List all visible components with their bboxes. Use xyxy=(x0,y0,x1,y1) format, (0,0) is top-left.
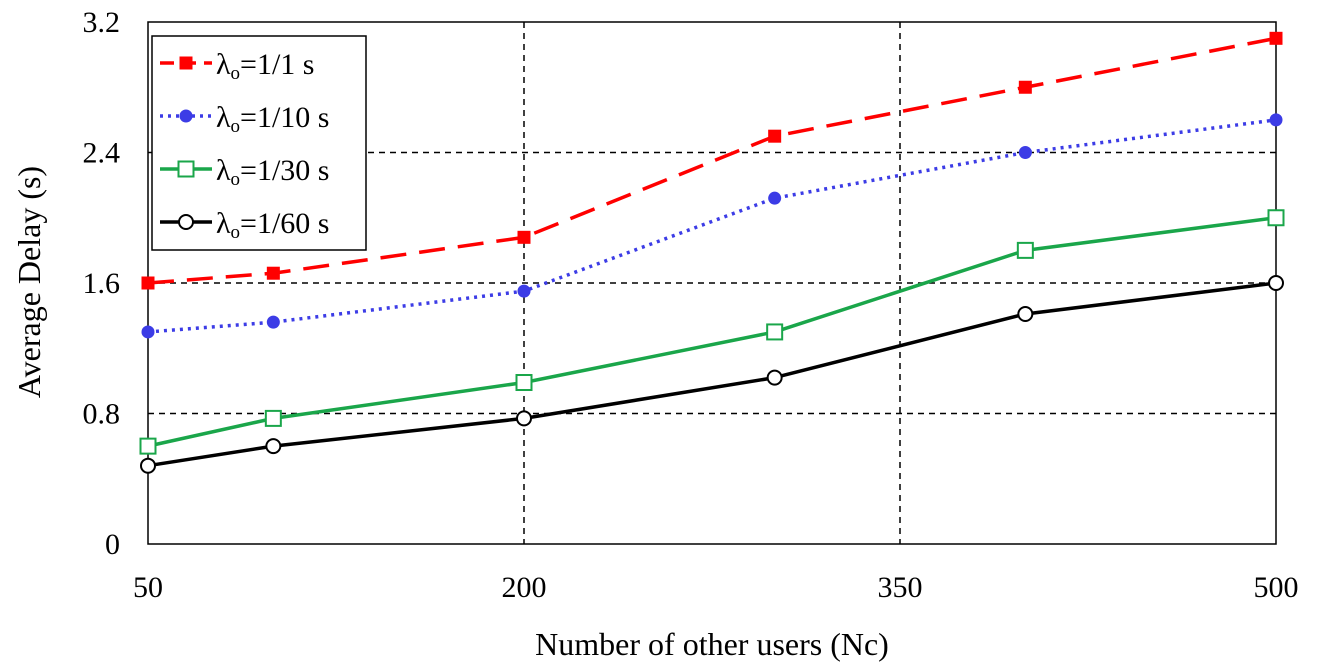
data-point xyxy=(1269,113,1283,127)
data-point xyxy=(517,284,531,298)
data-point xyxy=(1269,31,1283,45)
series-layer xyxy=(139,31,1285,474)
legend-item: λo=1/30 s xyxy=(160,154,329,190)
data-point xyxy=(766,323,784,341)
legend-label: λo=1/60 s xyxy=(216,207,329,243)
legend-label: λo=1/1 s xyxy=(216,48,314,84)
data-point xyxy=(265,438,282,455)
series-4 xyxy=(140,275,1284,474)
data-point xyxy=(517,230,531,244)
legend-item: λo=1/60 s xyxy=(160,207,329,243)
legend-marker xyxy=(177,160,195,178)
y-axis-ticks: 0 0.8 1.6 2.4 3.2 xyxy=(83,6,121,561)
data-point xyxy=(141,325,155,339)
data-point xyxy=(516,410,532,427)
series-line xyxy=(147,118,1277,334)
series-line xyxy=(147,36,1277,285)
y-tick-label: 0.8 xyxy=(83,398,121,431)
legend-label: λo=1/10 s xyxy=(216,101,329,137)
y-tick-label: 0 xyxy=(105,528,120,561)
y-axis-label: Average Delay (s) xyxy=(11,166,47,398)
legend-item: λo=1/10 s xyxy=(160,101,329,137)
data-point xyxy=(141,276,155,290)
data-point xyxy=(1017,305,1034,322)
y-tick-label: 2.4 xyxy=(83,137,121,170)
x-axis-ticks: 50 200 350 500 xyxy=(133,571,1299,604)
data-point xyxy=(515,374,533,392)
data-point xyxy=(1268,275,1284,291)
data-point xyxy=(266,266,280,280)
legend-marker xyxy=(179,109,193,123)
series-line xyxy=(147,216,1277,448)
data-point xyxy=(1018,80,1032,94)
data-point xyxy=(768,129,782,143)
legend: λo=1/1 s λo=1/10 s λo=1/30 s λo=1/60 s xyxy=(151,35,367,251)
x-tick-label: 50 xyxy=(133,571,163,604)
x-tick-label: 350 xyxy=(878,571,923,604)
data-point xyxy=(766,369,783,386)
data-point xyxy=(768,191,782,205)
x-axis-label: Number of other users (Nc) xyxy=(535,626,889,662)
series-2 xyxy=(141,113,1283,339)
y-tick-label: 1.6 xyxy=(83,267,121,300)
legend-marker xyxy=(179,56,193,70)
y-tick-label: 3.2 xyxy=(83,6,121,39)
data-point xyxy=(139,437,157,455)
data-point xyxy=(266,315,280,329)
series-1 xyxy=(141,31,1283,290)
x-tick-label: 500 xyxy=(1254,571,1299,604)
series-line xyxy=(147,281,1277,468)
legend-label: λo=1/30 s xyxy=(216,154,329,190)
data-point xyxy=(1267,209,1285,227)
data-point xyxy=(1018,146,1032,159)
data-point xyxy=(1016,241,1034,259)
data-point xyxy=(140,457,156,474)
series-3 xyxy=(139,209,1285,455)
data-point xyxy=(264,409,282,427)
legend-marker xyxy=(178,214,194,230)
legend-item: λo=1/1 s xyxy=(160,48,314,84)
x-tick-label: 200 xyxy=(502,571,547,604)
